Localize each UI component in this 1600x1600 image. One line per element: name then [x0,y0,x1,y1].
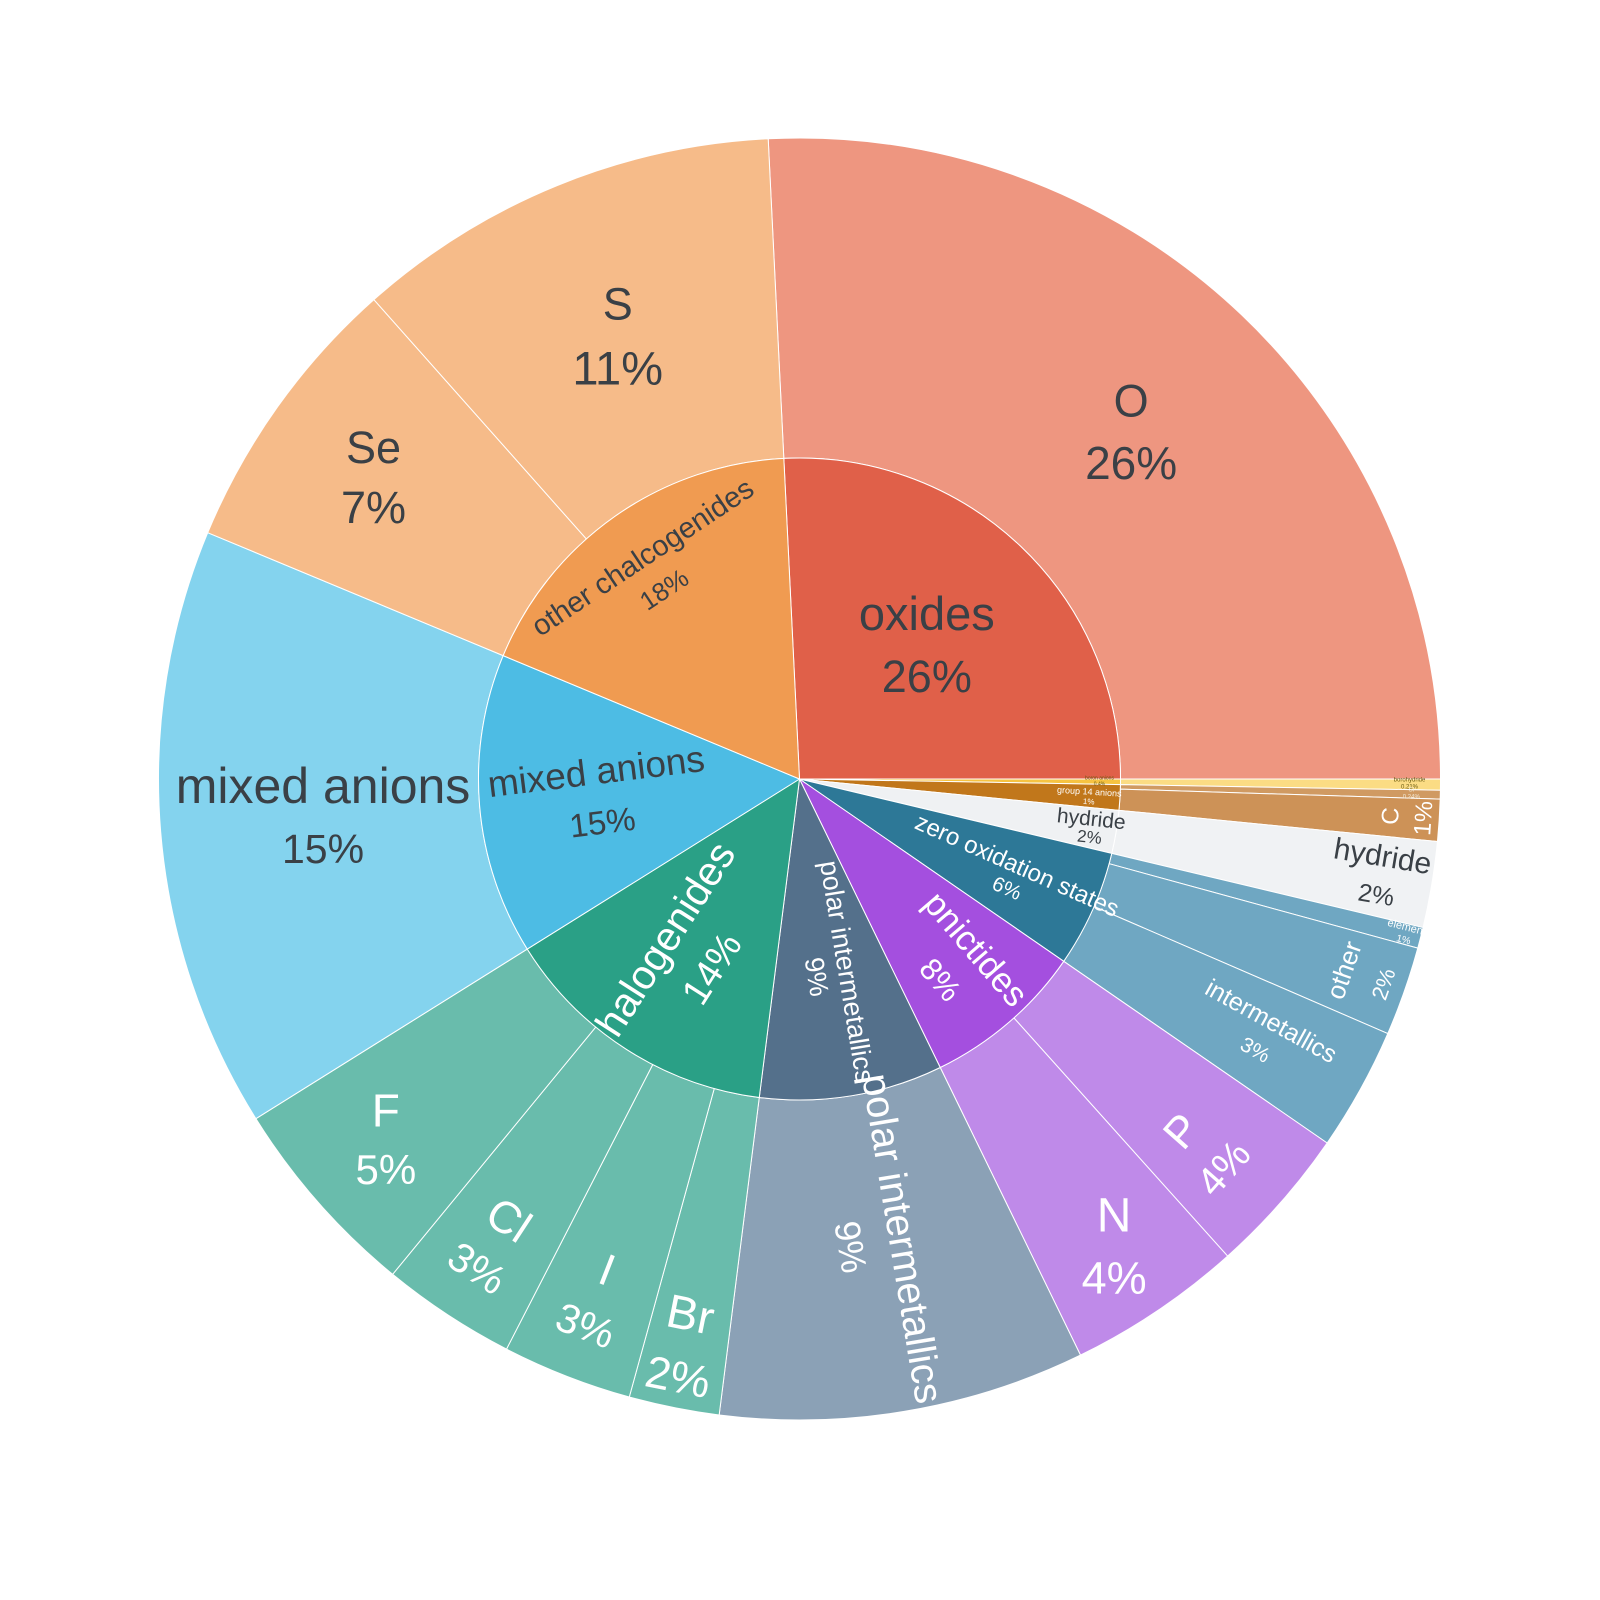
svg-text:Br: Br [662,1283,718,1344]
svg-text:2%: 2% [1356,878,1396,912]
svg-text:S: S [603,278,633,329]
svg-text:11%: 11% [572,341,663,394]
svg-text:O: O [1114,376,1149,427]
svg-text:oxides: oxides [859,587,995,640]
svg-text:9%: 9% [799,955,835,998]
svg-text:C: C [1377,807,1405,826]
svg-text:9%: 9% [826,1218,875,1276]
svg-text:26%: 26% [1085,437,1177,489]
svg-text:0.4%: 0.4% [1094,782,1106,788]
svg-text:15%: 15% [282,826,364,872]
svg-text:group 14 anions: group 14 anions [1057,785,1123,799]
svg-text:mixed anions: mixed anions [176,758,471,814]
svg-text:7%: 7% [341,482,406,533]
svg-text:1%: 1% [1409,800,1438,836]
svg-text:0.24%: 0.24% [1403,795,1421,801]
svg-text:0.21%: 0.21% [1401,784,1419,790]
svg-text:F: F [372,1084,400,1136]
svg-text:1%: 1% [1395,933,1412,947]
svg-text:Se: Se [346,422,401,473]
svg-text:26%: 26% [882,651,972,702]
svg-text:borohydride: borohydride [1394,777,1426,783]
svg-text:5%: 5% [355,1146,416,1193]
svg-text:Si: Si [1409,788,1414,794]
svg-text:N: N [1097,1190,1132,1243]
svg-text:2%: 2% [641,1345,715,1408]
svg-text:2%: 2% [1076,826,1102,847]
svg-text:boron anions: boron anions [1085,776,1114,782]
svg-text:15%: 15% [567,800,637,845]
svg-text:4%: 4% [1082,1253,1147,1304]
svg-text:1%: 1% [1083,797,1095,807]
